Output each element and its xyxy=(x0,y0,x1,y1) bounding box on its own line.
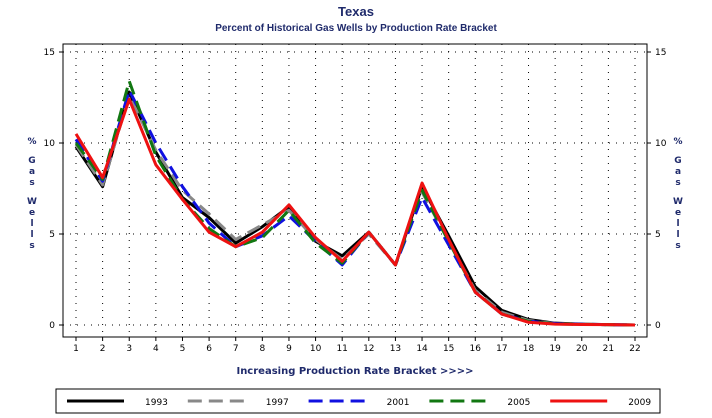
x-tick-label: 19 xyxy=(549,344,561,354)
series-line-1997 xyxy=(74,94,636,327)
series-line-2001 xyxy=(74,88,636,327)
y-axis-label-char: l xyxy=(676,219,679,229)
y-axis-label-char: W xyxy=(27,197,37,207)
x-tick-label: 9 xyxy=(286,344,292,354)
x-tick-label: 15 xyxy=(443,344,454,354)
x-tick-label: 8 xyxy=(259,344,265,354)
plot-frame xyxy=(62,43,648,338)
y-axis-label-char: G xyxy=(674,156,681,166)
x-tick-label: 16 xyxy=(470,344,482,354)
legend-label-1997: 1997 xyxy=(266,398,289,408)
y-tick-label-left: 10 xyxy=(44,139,56,149)
y-tick-label-right: 15 xyxy=(655,48,666,58)
y-axis-label-char: l xyxy=(676,230,679,240)
x-tick-label: 13 xyxy=(390,344,401,354)
legend-label-1993: 1993 xyxy=(145,398,168,408)
chart-title: Texas xyxy=(338,4,374,19)
series-line-2009 xyxy=(74,97,636,327)
x-tick-label: 21 xyxy=(603,344,614,354)
y-axis-label-char: l xyxy=(30,230,33,240)
x-tick-label: 18 xyxy=(523,344,535,354)
chart-subtitle: Percent of Historical Gas Wells by Produ… xyxy=(215,23,497,34)
y-tick-label-left: 5 xyxy=(49,230,55,240)
y-axis-label-char: % xyxy=(27,137,36,147)
x-tick-label: 22 xyxy=(629,344,640,354)
series-lines xyxy=(74,79,636,327)
y-axis-label-char: s xyxy=(675,178,680,188)
y-tick-label-right: 5 xyxy=(655,230,661,240)
y-axis-label-char: % xyxy=(673,137,682,147)
x-tick-label: 3 xyxy=(126,344,132,354)
x-tick-label: 11 xyxy=(336,344,347,354)
gridlines xyxy=(63,44,647,337)
y-tick-label-right: 0 xyxy=(655,321,661,331)
x-tick-label: 5 xyxy=(180,344,186,354)
y-axis-label-char: l xyxy=(30,219,33,229)
x-tick-label: 1 xyxy=(73,344,79,354)
legend: 1993 1997 2001 2005 2009 xyxy=(67,398,651,408)
y-axis-label-char: W xyxy=(673,197,683,207)
legend-label-2005: 2005 xyxy=(507,398,530,408)
y-axis-ticks: 0 0 5 5 10 10 15 15 xyxy=(44,48,667,331)
legend-label-2009: 2009 xyxy=(628,398,651,408)
series-line-1993 xyxy=(74,90,636,327)
y-axis-label-char: e xyxy=(29,208,35,218)
y-axis-label-char: s xyxy=(29,241,34,251)
x-tick-label: 12 xyxy=(363,344,374,354)
legend-label-2001: 2001 xyxy=(387,398,410,408)
y-axis-label-char: G xyxy=(28,156,35,166)
x-tick-label: 2 xyxy=(100,344,106,354)
y-axis-label-char: a xyxy=(675,167,681,177)
x-tick-label: 20 xyxy=(576,344,588,354)
y-tick-label-left: 0 xyxy=(49,321,55,331)
x-tick-label: 17 xyxy=(496,344,507,354)
y-tick-label-right: 10 xyxy=(655,139,667,149)
x-axis-label: Increasing Production Rate Bracket >>>> xyxy=(236,366,473,377)
x-tick-label: 14 xyxy=(416,344,428,354)
x-axis-ticks: 1 2 3 4 5 6 7 8 9 10 11 12 13 14 15 16 17 18 19 20 21 22 xyxy=(73,337,641,354)
y-axis-label-char: e xyxy=(675,208,681,218)
series-line-2005 xyxy=(74,79,636,327)
y-axis-label-char: s xyxy=(675,241,680,251)
x-tick-label: 6 xyxy=(206,344,212,354)
y-axis-label-char: s xyxy=(29,178,34,188)
y-axis-label-char: a xyxy=(29,167,35,177)
legend-box xyxy=(55,388,661,414)
y-tick-label-left: 15 xyxy=(44,48,55,58)
x-tick-label: 7 xyxy=(233,344,239,354)
x-tick-label: 4 xyxy=(153,344,159,354)
x-tick-label: 10 xyxy=(310,344,322,354)
